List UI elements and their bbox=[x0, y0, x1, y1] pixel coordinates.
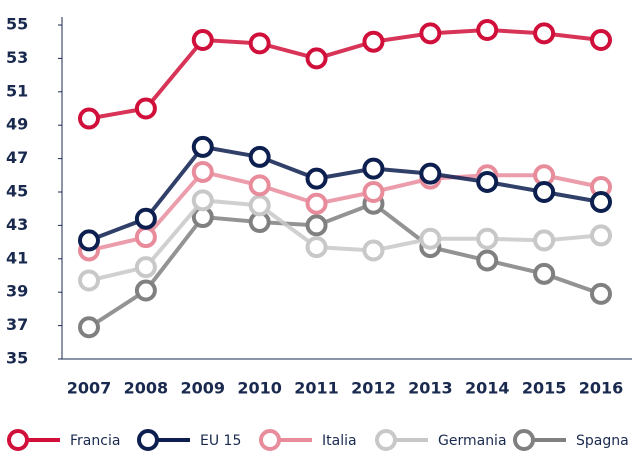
x-tick-label: 2012 bbox=[351, 379, 396, 398]
series-line bbox=[88, 144, 602, 243]
legend-label: Spagna bbox=[576, 433, 629, 449]
x-tick-label: 2010 bbox=[237, 379, 282, 398]
y-tick-label: 45 bbox=[6, 182, 28, 201]
point bbox=[305, 192, 328, 215]
point bbox=[248, 194, 271, 217]
point bbox=[305, 236, 328, 259]
point bbox=[590, 29, 612, 52]
y-tick-label: 53 bbox=[6, 48, 28, 67]
x-tick-label: 2009 bbox=[181, 379, 226, 398]
x-tick-label: 2011 bbox=[294, 379, 339, 398]
point bbox=[191, 189, 214, 212]
point bbox=[476, 19, 499, 42]
point bbox=[590, 282, 612, 305]
point bbox=[134, 279, 157, 302]
legend-marker bbox=[375, 429, 397, 451]
x-tick-label: 2007 bbox=[67, 379, 112, 398]
x-tick-label: 2008 bbox=[124, 379, 169, 398]
y-tick-label: 47 bbox=[6, 148, 28, 167]
point bbox=[305, 167, 328, 190]
point bbox=[191, 29, 214, 52]
legend-label: Germania bbox=[438, 433, 507, 449]
y-tick-label: 49 bbox=[6, 115, 28, 134]
y-tick-label: 43 bbox=[6, 215, 28, 234]
series-line bbox=[88, 28, 602, 121]
point bbox=[134, 226, 157, 249]
point bbox=[419, 22, 442, 45]
point bbox=[134, 207, 157, 230]
point bbox=[191, 160, 214, 183]
point bbox=[476, 249, 499, 272]
x-tick-label: 2016 bbox=[579, 379, 624, 398]
point bbox=[419, 162, 442, 185]
point bbox=[78, 229, 100, 252]
point bbox=[248, 32, 271, 55]
y-tick-label: 35 bbox=[6, 349, 28, 368]
point bbox=[476, 227, 499, 250]
point bbox=[134, 256, 157, 279]
point bbox=[419, 227, 442, 250]
point bbox=[78, 316, 100, 339]
point bbox=[78, 107, 100, 130]
point bbox=[134, 97, 157, 120]
legend-label: Francia bbox=[70, 433, 120, 449]
legend-marker bbox=[7, 429, 29, 451]
point bbox=[305, 214, 328, 237]
series-line bbox=[87, 201, 602, 329]
y-tick-label: 51 bbox=[6, 81, 28, 100]
legend-marker bbox=[137, 429, 159, 451]
point bbox=[305, 47, 328, 70]
point bbox=[248, 174, 271, 197]
point bbox=[362, 30, 385, 53]
y-tick-label: 41 bbox=[6, 248, 28, 267]
x-tick-label: 2013 bbox=[408, 379, 453, 398]
point bbox=[533, 22, 556, 45]
point bbox=[590, 191, 612, 214]
point bbox=[362, 181, 385, 203]
point bbox=[590, 224, 612, 247]
point bbox=[362, 239, 385, 262]
legend-marker bbox=[513, 429, 535, 451]
point bbox=[191, 135, 214, 158]
x-tick-label: 2015 bbox=[522, 379, 567, 398]
legend-marker bbox=[259, 429, 281, 451]
point bbox=[533, 229, 556, 252]
point bbox=[533, 262, 556, 285]
point bbox=[78, 269, 100, 292]
series-line bbox=[88, 169, 602, 253]
series-line bbox=[88, 198, 602, 283]
point bbox=[476, 170, 499, 193]
y-tick-label: 55 bbox=[6, 15, 28, 34]
y-tick-label: 37 bbox=[6, 315, 28, 334]
point bbox=[248, 145, 271, 168]
y-tick-label: 39 bbox=[6, 282, 28, 301]
legend-label: Italia bbox=[322, 433, 357, 449]
legend-label: EU 15 bbox=[200, 433, 241, 449]
point bbox=[362, 157, 385, 180]
x-tick-label: 2014 bbox=[465, 379, 510, 398]
point bbox=[533, 181, 556, 203]
